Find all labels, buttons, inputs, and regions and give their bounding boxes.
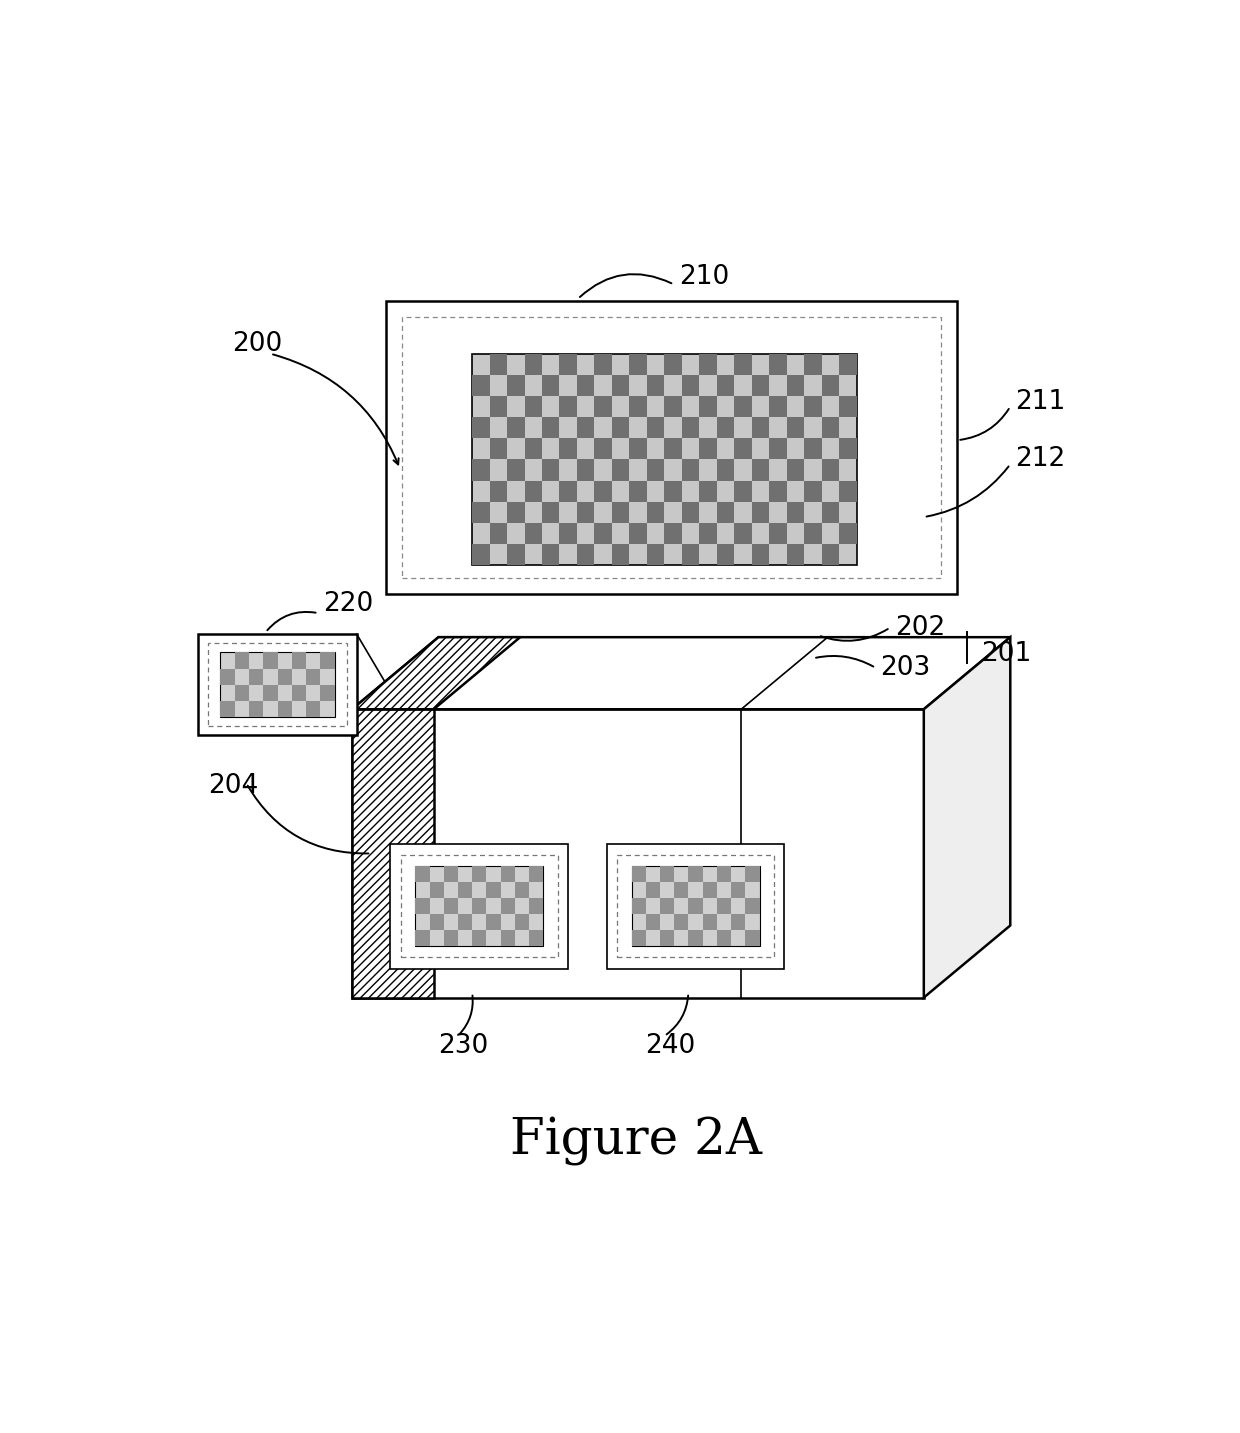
Bar bbox=[386, 301, 957, 593]
Bar bbox=[208, 643, 347, 727]
Text: 220: 220 bbox=[324, 590, 373, 616]
Polygon shape bbox=[352, 638, 521, 709]
Bar bbox=[415, 867, 543, 946]
Text: 230: 230 bbox=[439, 1033, 489, 1059]
Polygon shape bbox=[352, 638, 1011, 709]
Text: 200: 200 bbox=[232, 331, 283, 357]
Bar bbox=[352, 709, 924, 997]
Polygon shape bbox=[352, 709, 434, 997]
Polygon shape bbox=[924, 638, 1011, 997]
Bar bbox=[606, 844, 785, 969]
Text: 240: 240 bbox=[645, 1033, 696, 1059]
Text: 211: 211 bbox=[1016, 388, 1065, 414]
Bar bbox=[221, 652, 335, 716]
Text: Figure 2A: Figure 2A bbox=[510, 1116, 761, 1166]
Text: 212: 212 bbox=[1016, 447, 1065, 473]
Text: 204: 204 bbox=[208, 774, 258, 800]
Bar bbox=[401, 856, 558, 957]
Text: 203: 203 bbox=[880, 655, 931, 681]
Bar bbox=[472, 354, 857, 565]
Bar bbox=[198, 635, 357, 735]
Text: 210: 210 bbox=[678, 264, 729, 289]
Bar bbox=[618, 856, 774, 957]
Text: 201: 201 bbox=[982, 642, 1032, 668]
Text: 202: 202 bbox=[895, 615, 945, 641]
Bar bbox=[391, 844, 568, 969]
Bar bbox=[402, 317, 941, 577]
Bar bbox=[631, 867, 760, 946]
